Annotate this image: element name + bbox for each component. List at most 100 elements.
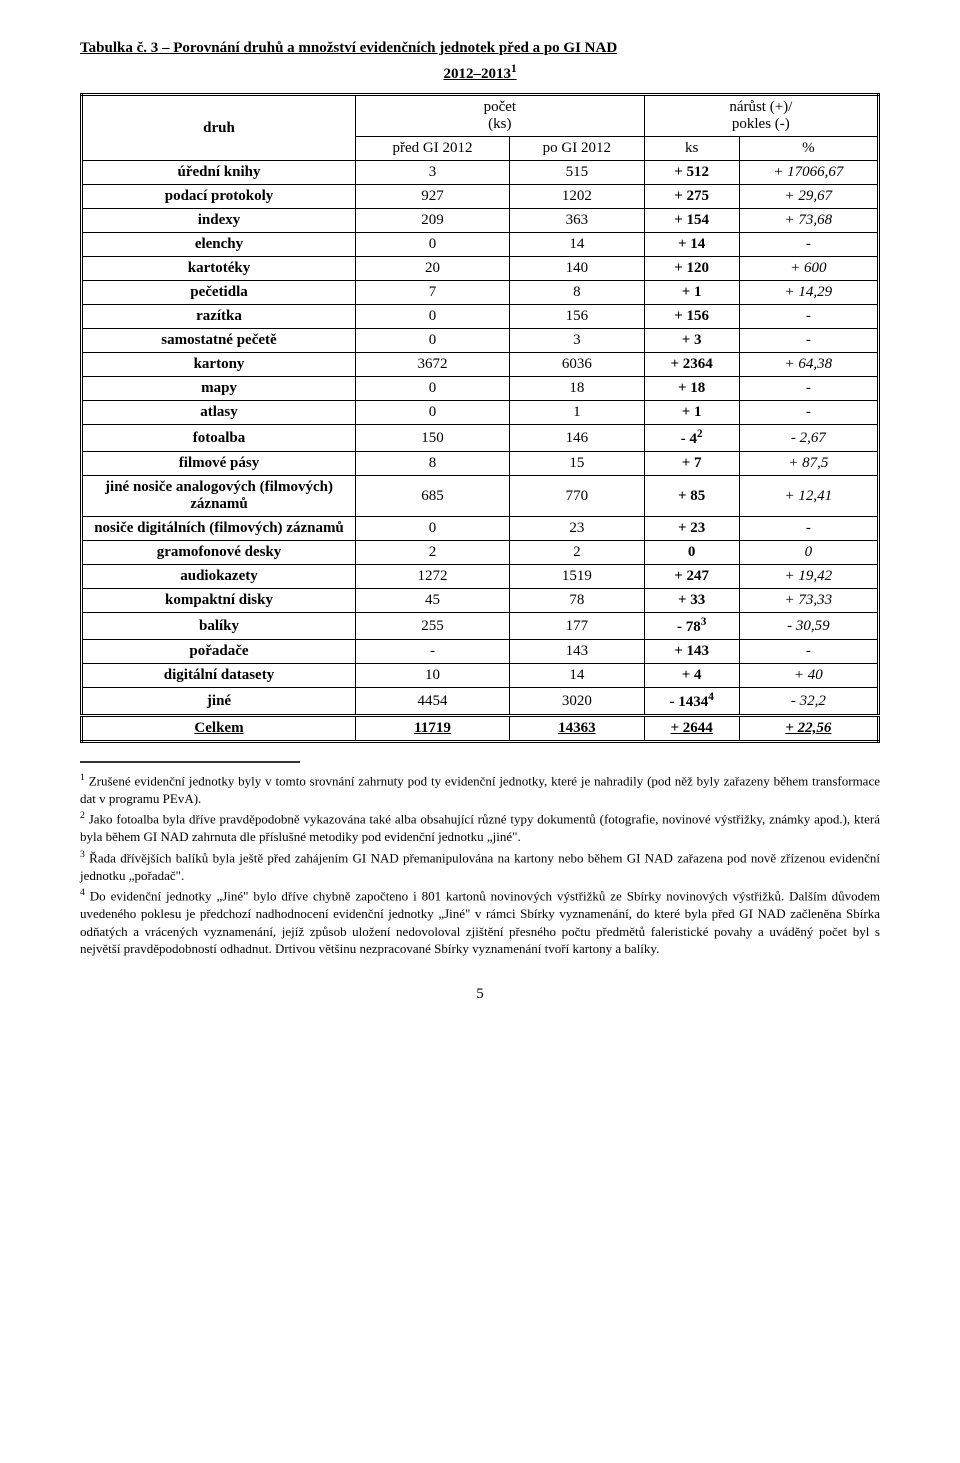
col-narust: nárůst (+)/ pokles (-) xyxy=(644,95,878,137)
row-ks: + 33 xyxy=(644,589,739,613)
row-name: nosiče digitálních (filmových) záznamů xyxy=(82,517,356,541)
row-post: 143 xyxy=(509,640,644,664)
row-ks: + 1 xyxy=(644,281,739,305)
table-row: samostatné pečetě03+ 3- xyxy=(82,329,879,353)
row-name: podací protokoly xyxy=(82,185,356,209)
row-name: kartony xyxy=(82,353,356,377)
col-pokles-label: pokles (-) xyxy=(732,116,790,132)
row-post: 363 xyxy=(509,209,644,233)
footnote: 2 Jako fotoalba byla dříve pravděpodobně… xyxy=(80,809,880,845)
row-name: kompaktní disky xyxy=(82,589,356,613)
row-pre: - xyxy=(356,640,510,664)
row-name: mapy xyxy=(82,377,356,401)
col-po: po GI 2012 xyxy=(509,137,644,161)
row-pre: 0 xyxy=(356,377,510,401)
table-row: úřední knihy3515+ 512+ 17066,67 xyxy=(82,161,879,185)
table-row: podací protokoly9271202+ 275+ 29,67 xyxy=(82,185,879,209)
table-row: razítka0156+ 156- xyxy=(82,305,879,329)
row-name: jiné xyxy=(82,688,356,716)
row-post: 8 xyxy=(509,281,644,305)
row-pre: 927 xyxy=(356,185,510,209)
row-pre: 1272 xyxy=(356,565,510,589)
row-name: jiné nosiče analogových (filmových) zázn… xyxy=(82,476,356,517)
total-pct: + 22,56 xyxy=(739,716,878,742)
table-row: pořadače-143+ 143- xyxy=(82,640,879,664)
footnote: 1 Zrušené evidenční jednotky byly v tomt… xyxy=(80,771,880,807)
row-pre: 20 xyxy=(356,257,510,281)
row-pre: 0 xyxy=(356,305,510,329)
row-post: 140 xyxy=(509,257,644,281)
row-pct: + 600 xyxy=(739,257,878,281)
table-row: gramofonové desky2200 xyxy=(82,541,879,565)
row-post: 15 xyxy=(509,452,644,476)
row-pct: + 64,38 xyxy=(739,353,878,377)
row-pct: + 73,68 xyxy=(739,209,878,233)
row-post: 1519 xyxy=(509,565,644,589)
row-pct: + 17066,67 xyxy=(739,161,878,185)
row-post: 6036 xyxy=(509,353,644,377)
row-ks: + 14 xyxy=(644,233,739,257)
table-row: kartony36726036+ 2364+ 64,38 xyxy=(82,353,879,377)
row-pct: - 2,67 xyxy=(739,425,878,452)
row-post: 23 xyxy=(509,517,644,541)
table-row: nosiče digitálních (filmových) záznamů02… xyxy=(82,517,879,541)
row-pre: 0 xyxy=(356,233,510,257)
row-ks: + 18 xyxy=(644,377,739,401)
table-row: atlasy01+ 1- xyxy=(82,401,879,425)
col-pocet-unit: (ks) xyxy=(488,116,511,132)
row-pre: 45 xyxy=(356,589,510,613)
col-ks: ks xyxy=(644,137,739,161)
row-post: 156 xyxy=(509,305,644,329)
row-ks: + 156 xyxy=(644,305,739,329)
row-pct: - xyxy=(739,517,878,541)
row-name: pečetidla xyxy=(82,281,356,305)
comparison-table: druh počet (ks) nárůst (+)/ pokles (-) p… xyxy=(80,93,880,743)
table-row: digitální datasety1014+ 4+ 40 xyxy=(82,664,879,688)
row-ks: + 1 xyxy=(644,401,739,425)
row-name: úřední knihy xyxy=(82,161,356,185)
row-pre: 3672 xyxy=(356,353,510,377)
table-body: úřední knihy3515+ 512+ 17066,67podací pr… xyxy=(82,161,879,742)
row-post: 78 xyxy=(509,589,644,613)
table-row: elenchy014+ 14- xyxy=(82,233,879,257)
row-name: indexy xyxy=(82,209,356,233)
row-pct: 0 xyxy=(739,541,878,565)
table-row: jiné nosiče analogových (filmových) zázn… xyxy=(82,476,879,517)
table-row: indexy209363+ 154+ 73,68 xyxy=(82,209,879,233)
row-ks: + 120 xyxy=(644,257,739,281)
row-name: samostatné pečetě xyxy=(82,329,356,353)
col-narust-label: nárůst (+)/ xyxy=(729,99,792,115)
table-row: fotoalba150146- 42- 2,67 xyxy=(82,425,879,452)
row-name: atlasy xyxy=(82,401,356,425)
row-name: fotoalba xyxy=(82,425,356,452)
row-pct: - xyxy=(739,640,878,664)
row-ks: + 4 xyxy=(644,664,739,688)
row-pct: + 19,42 xyxy=(739,565,878,589)
total-ks: + 2644 xyxy=(644,716,739,742)
row-ks: - 42 xyxy=(644,425,739,452)
row-ks: + 275 xyxy=(644,185,739,209)
table-row: balíky255177- 783- 30,59 xyxy=(82,613,879,640)
row-pre: 8 xyxy=(356,452,510,476)
row-post: 770 xyxy=(509,476,644,517)
row-ks: + 143 xyxy=(644,640,739,664)
row-name: digitální datasety xyxy=(82,664,356,688)
row-pre: 0 xyxy=(356,401,510,425)
row-pre: 10 xyxy=(356,664,510,688)
footnote: 3 Řada dřívějších balíků byla ještě před… xyxy=(80,848,880,884)
row-ks: 0 xyxy=(644,541,739,565)
row-pct: - xyxy=(739,329,878,353)
row-pre: 255 xyxy=(356,613,510,640)
row-pre: 7 xyxy=(356,281,510,305)
row-pre: 0 xyxy=(356,517,510,541)
row-pct: - 32,2 xyxy=(739,688,878,716)
row-ks: + 23 xyxy=(644,517,739,541)
table-row: audiokazety12721519+ 247+ 19,42 xyxy=(82,565,879,589)
row-ks: - 14344 xyxy=(644,688,739,716)
row-name: filmové pásy xyxy=(82,452,356,476)
row-pre: 3 xyxy=(356,161,510,185)
row-ks: - 783 xyxy=(644,613,739,640)
row-pre: 685 xyxy=(356,476,510,517)
row-post: 3020 xyxy=(509,688,644,716)
row-post: 1202 xyxy=(509,185,644,209)
